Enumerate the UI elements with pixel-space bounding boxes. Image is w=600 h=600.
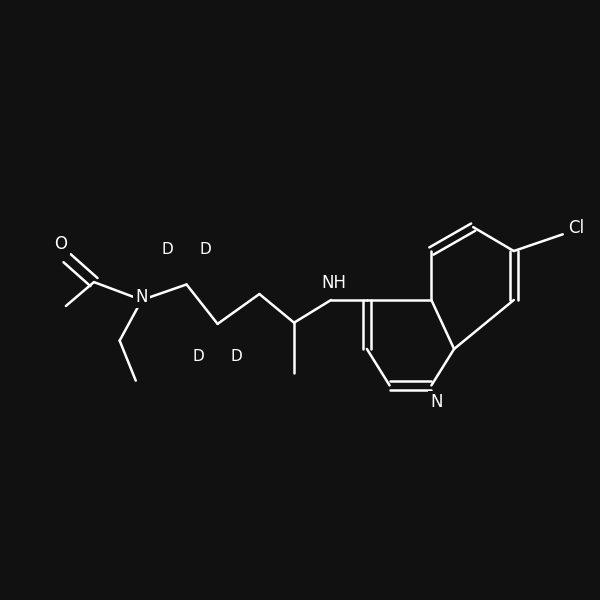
Text: O: O — [55, 235, 68, 253]
Text: N: N — [430, 393, 442, 411]
Text: D: D — [193, 349, 205, 364]
Text: N: N — [136, 288, 148, 306]
Text: D: D — [231, 349, 242, 364]
Text: Cl: Cl — [568, 220, 584, 238]
Text: D: D — [161, 242, 173, 257]
Text: D: D — [200, 242, 212, 257]
Text: NH: NH — [322, 274, 347, 292]
